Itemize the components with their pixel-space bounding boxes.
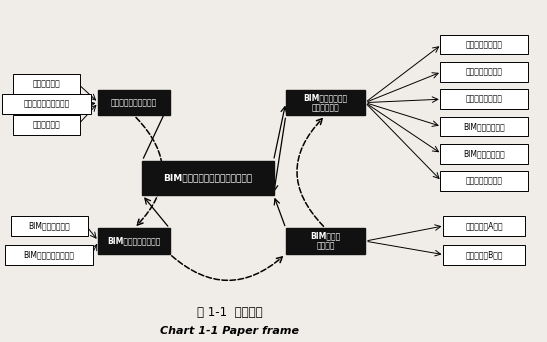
Text: BIM应用于
实践案例: BIM应用于 实践案例 bbox=[310, 232, 341, 251]
Text: 回顾企业经营战略: 回顾企业经营战略 bbox=[465, 40, 503, 49]
Text: BIM介绍以及分析: BIM介绍以及分析 bbox=[28, 221, 70, 230]
FancyBboxPatch shape bbox=[440, 144, 528, 164]
FancyBboxPatch shape bbox=[440, 171, 528, 191]
Text: BIM应用于房地产
项目管理规划: BIM应用于房地产 项目管理规划 bbox=[304, 93, 347, 112]
Text: BIM组织架构设计: BIM组织架构设计 bbox=[463, 122, 505, 131]
Text: 应用于国内A公司: 应用于国内A公司 bbox=[465, 221, 503, 230]
Text: BIM运营流程设计: BIM运营流程设计 bbox=[463, 149, 505, 158]
FancyBboxPatch shape bbox=[440, 62, 528, 82]
Text: 现有组织架构分析: 现有组织架构分析 bbox=[465, 67, 503, 76]
FancyBboxPatch shape bbox=[3, 94, 91, 114]
FancyBboxPatch shape bbox=[286, 90, 365, 116]
Text: BIM与项目管理信息化: BIM与项目管理信息化 bbox=[24, 250, 75, 259]
Text: 目前管理问题诊断: 目前管理问题诊断 bbox=[465, 95, 503, 104]
Text: Chart 1-1 Paper frame: Chart 1-1 Paper frame bbox=[160, 326, 299, 336]
FancyBboxPatch shape bbox=[5, 245, 93, 265]
FancyBboxPatch shape bbox=[98, 90, 170, 116]
FancyBboxPatch shape bbox=[440, 117, 528, 136]
FancyBboxPatch shape bbox=[98, 228, 170, 254]
Text: 图 1-1  论文框架: 图 1-1 论文框架 bbox=[197, 306, 263, 319]
FancyBboxPatch shape bbox=[14, 115, 80, 135]
Text: 房地产项目管理信息化: 房地产项目管理信息化 bbox=[24, 100, 69, 109]
Text: 未来发展趋势: 未来发展趋势 bbox=[33, 120, 60, 129]
Text: BIM应用于房地产项目: BIM应用于房地产项目 bbox=[107, 237, 161, 246]
FancyBboxPatch shape bbox=[440, 35, 528, 54]
FancyBboxPatch shape bbox=[142, 161, 274, 195]
FancyBboxPatch shape bbox=[440, 89, 528, 109]
FancyBboxPatch shape bbox=[10, 216, 88, 236]
Text: 项目管理现状: 项目管理现状 bbox=[33, 79, 60, 88]
FancyBboxPatch shape bbox=[14, 74, 80, 94]
FancyBboxPatch shape bbox=[286, 228, 365, 254]
FancyBboxPatch shape bbox=[443, 245, 525, 265]
FancyBboxPatch shape bbox=[443, 216, 525, 236]
Text: 推广实施变革管理: 推广实施变革管理 bbox=[465, 177, 503, 186]
Text: 房地产项目管理信息化: 房地产项目管理信息化 bbox=[111, 98, 157, 107]
Text: 应用于国外B公司: 应用于国外B公司 bbox=[465, 250, 503, 259]
Text: BIM应用于房地产项目管理信息化: BIM应用于房地产项目管理信息化 bbox=[164, 173, 252, 182]
